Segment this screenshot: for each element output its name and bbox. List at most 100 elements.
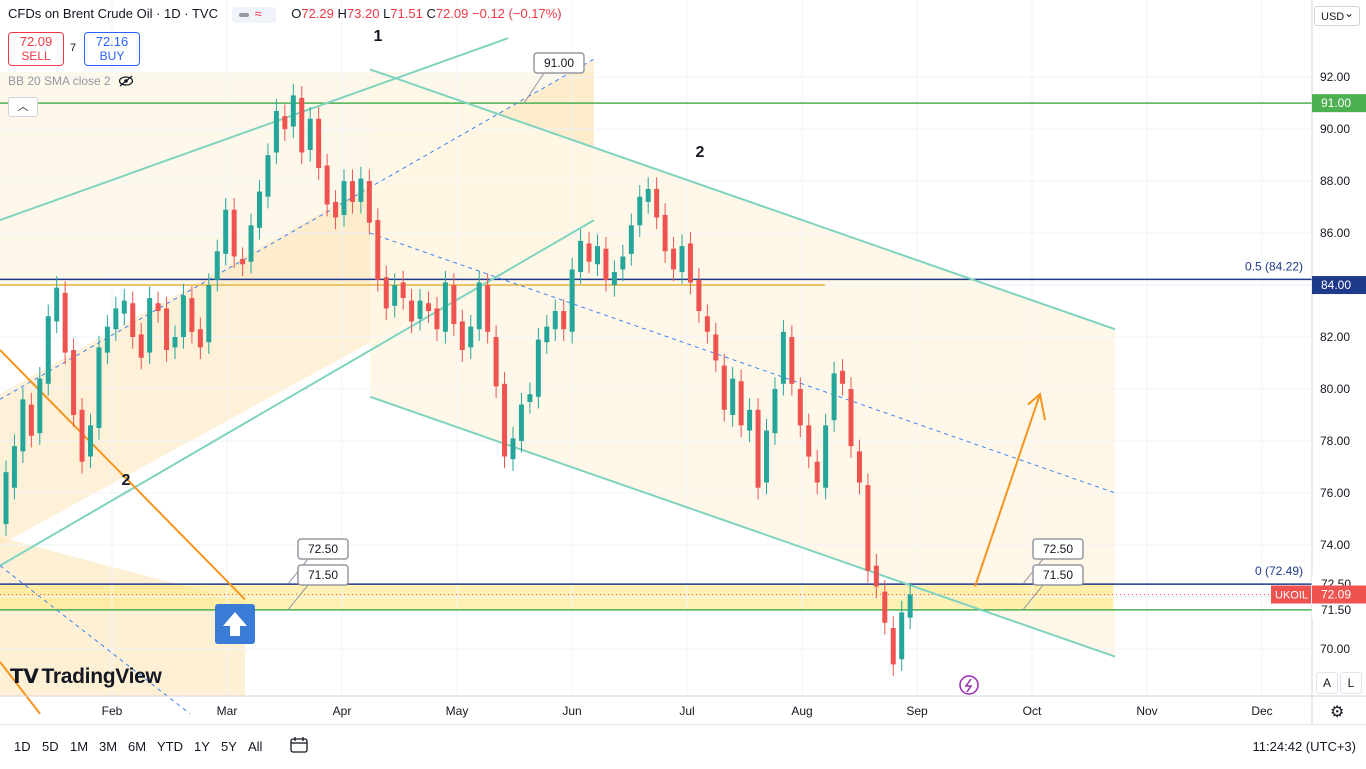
callout-725-right-box bbox=[1032, 538, 1084, 560]
buy-button[interactable]: 72.16 BUY bbox=[84, 32, 140, 66]
y-tick-label: 70.00 bbox=[1320, 642, 1350, 656]
candle-body bbox=[806, 425, 812, 457]
candle-body bbox=[696, 279, 702, 312]
candle-body bbox=[485, 285, 491, 332]
candle-body bbox=[333, 201, 339, 218]
candle-body bbox=[400, 282, 406, 299]
timeframe-1d[interactable]: 1D bbox=[14, 739, 31, 754]
indicator-label[interactable]: BB 20 SMA close 2 bbox=[8, 74, 134, 88]
candle-body bbox=[544, 326, 550, 343]
collapse-indicators-button[interactable]: ︿ bbox=[8, 97, 38, 117]
sell-button[interactable]: 72.09 SELL bbox=[8, 32, 64, 66]
symbol-title[interactable]: CFDs on Brent Crude Oil · 1D · TVC bbox=[8, 6, 218, 21]
candle-body bbox=[459, 321, 465, 351]
candle-body bbox=[299, 97, 305, 153]
auto-scale-button[interactable]: A bbox=[1316, 672, 1338, 694]
y-tick-label: 82.00 bbox=[1320, 330, 1350, 344]
fib-label-05: 0.5 (84.22) bbox=[1245, 259, 1303, 273]
candle-body bbox=[180, 295, 186, 338]
candle-body bbox=[569, 269, 575, 332]
y-tick-label: 88.00 bbox=[1320, 174, 1350, 188]
candle-body bbox=[147, 298, 153, 353]
legend-collapse-icon[interactable]: ≈ bbox=[231, 6, 276, 23]
ohlc-values: O72.29 H73.20 L71.51 C72.09 −0.12 (−0.17… bbox=[291, 6, 562, 21]
timeframe-5d[interactable]: 5D bbox=[42, 739, 59, 754]
clock-display[interactable]: 11:24:42 (UTC+3) bbox=[1252, 739, 1356, 754]
lightning-icon bbox=[964, 678, 973, 693]
timeframe-5y[interactable]: 5Y bbox=[221, 739, 237, 754]
x-tick-label: May bbox=[446, 704, 469, 718]
y-tick-label: 86.00 bbox=[1320, 226, 1350, 240]
candle-body bbox=[3, 472, 9, 525]
tag-715: 71.50 bbox=[1321, 603, 1351, 617]
wave-label-1: 1 bbox=[374, 28, 383, 45]
timeframe-ytd[interactable]: YTD bbox=[157, 739, 183, 754]
candle-body bbox=[535, 339, 541, 397]
candle-body bbox=[882, 591, 888, 623]
candle-body bbox=[62, 292, 68, 353]
candle-body bbox=[730, 378, 736, 415]
candle-body bbox=[890, 628, 896, 665]
candle-body bbox=[273, 110, 279, 153]
candle-body bbox=[561, 311, 567, 330]
candle-body bbox=[654, 188, 660, 218]
ohlc-high: 73.20 bbox=[346, 6, 380, 21]
callout-715-left-pointer bbox=[287, 584, 309, 611]
fib-label-0: 0 (72.49) bbox=[1255, 564, 1303, 578]
candle-body bbox=[764, 430, 769, 483]
candle-body bbox=[772, 388, 778, 434]
falling-channel-mid bbox=[369, 232, 1116, 494]
tradingview-logo: 𝗧𝗩 TradingView bbox=[10, 664, 162, 689]
currency-select[interactable]: USD bbox=[1314, 3, 1360, 26]
candle-body bbox=[797, 388, 803, 426]
ohlc-change: −0.12 (−0.17%) bbox=[472, 6, 562, 21]
descending-channel-lower bbox=[0, 661, 41, 715]
up-arrow-icon bbox=[223, 612, 247, 636]
x-tick-label: Oct bbox=[1023, 704, 1042, 718]
candle-body bbox=[865, 485, 871, 571]
gear-icon[interactable]: ⚙ bbox=[1330, 704, 1345, 721]
timeframe-1y[interactable]: 1Y bbox=[194, 739, 210, 754]
candle-body bbox=[282, 116, 288, 130]
descending-channel-mid bbox=[0, 565, 191, 715]
tag-715-bg bbox=[1312, 600, 1366, 619]
x-tick-label: Sep bbox=[906, 704, 928, 718]
candle-body bbox=[11, 446, 17, 488]
candle-body bbox=[45, 316, 51, 384]
candle-body bbox=[240, 259, 246, 265]
timeframe-3m[interactable]: 3M bbox=[99, 739, 118, 754]
candle-body bbox=[20, 399, 26, 452]
timeframe-1m[interactable]: 1M bbox=[70, 739, 89, 754]
event-marker-icon bbox=[959, 675, 979, 695]
candle-body bbox=[595, 246, 600, 265]
candle-body bbox=[687, 243, 693, 283]
candle-body bbox=[823, 425, 829, 488]
x-tick-label: Mar bbox=[217, 704, 238, 718]
calendar-range-icon[interactable] bbox=[290, 737, 308, 753]
candle-body bbox=[502, 383, 508, 457]
candle-body bbox=[164, 308, 170, 351]
candle-body bbox=[214, 251, 220, 280]
candle-body bbox=[671, 248, 677, 270]
candle-body bbox=[71, 350, 77, 415]
candle-body bbox=[290, 95, 296, 127]
candle-body bbox=[518, 404, 524, 441]
callout-715-right-box bbox=[1032, 564, 1084, 586]
timeframe-all[interactable]: All bbox=[248, 739, 263, 754]
candle-body bbox=[476, 282, 482, 330]
hide-eye-icon[interactable] bbox=[118, 75, 134, 87]
log-scale-button[interactable]: L bbox=[1340, 672, 1362, 694]
candle-body bbox=[721, 365, 727, 410]
candle-body bbox=[375, 220, 381, 280]
candle-body bbox=[265, 155, 271, 197]
x-tick-label: Aug bbox=[791, 704, 812, 718]
price-chart[interactable]: 92.00 90.00 88.00 86.00 84.00 82.00 80.00 78.00… bbox=[0, 0, 1366, 724]
candle-body bbox=[451, 285, 457, 325]
ascending-channel-top bbox=[0, 37, 509, 222]
candle-body bbox=[628, 225, 634, 254]
y-tick-label: 92.00 bbox=[1320, 70, 1350, 84]
timeframe-6m[interactable]: 6M bbox=[128, 739, 147, 754]
candle-body bbox=[324, 165, 330, 205]
candle-body bbox=[104, 326, 110, 353]
indicator-name: BB 20 SMA close 2 bbox=[8, 74, 111, 88]
